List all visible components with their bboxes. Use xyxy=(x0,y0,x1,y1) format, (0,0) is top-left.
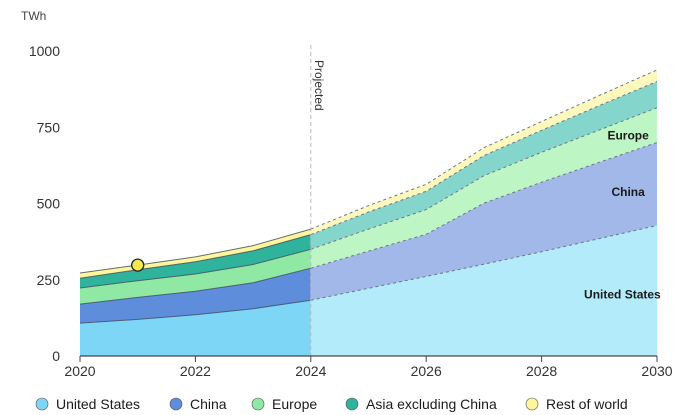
area-united-states-projected xyxy=(310,225,657,356)
area-united-states-historical xyxy=(80,300,311,356)
legend-swatch-united-states xyxy=(35,397,49,411)
legend: United States China Europe Asia excluding C… xyxy=(35,396,628,412)
legend-label-rest-of-world: Rest of world xyxy=(546,396,628,412)
x-tick-label: 2024 xyxy=(295,363,326,379)
legend-label-europe: Europe xyxy=(272,396,317,412)
area-series-group xyxy=(80,69,657,356)
y-tick-label: 750 xyxy=(37,119,61,135)
x-tick-label: 2020 xyxy=(64,363,95,379)
area-label-europe: Europe xyxy=(607,129,649,143)
x-axis: 2020 2022 2024 2026 2028 2030 xyxy=(64,355,673,379)
legend-swatch-europe xyxy=(251,397,265,411)
area-labels: United States China Europe xyxy=(584,129,661,302)
area-label-united-states: United States xyxy=(584,288,661,302)
series-boundary-lines xyxy=(79,69,658,324)
y-tick-label: 1000 xyxy=(29,43,60,59)
legend-swatch-asia-excluding-china xyxy=(345,397,359,411)
x-tick-label: 2028 xyxy=(526,363,557,379)
projection-label: Projected xyxy=(312,60,326,111)
legend-label-asia-excluding-china: Asia excluding China xyxy=(366,396,497,412)
area-china-projected xyxy=(310,142,657,301)
line-europe-historical xyxy=(79,248,311,289)
area-china-historical xyxy=(80,268,311,324)
area-label-china: China xyxy=(611,185,645,199)
line-united-states-historical xyxy=(79,299,311,324)
x-tick-label: 2030 xyxy=(641,363,672,379)
x-tick-label: 2022 xyxy=(180,363,211,379)
line-europe-projected xyxy=(310,107,658,250)
projection-divider: Projected xyxy=(310,45,326,356)
line-asia-excluding-china-projected xyxy=(310,81,658,236)
legend-swatch-rest-of-world xyxy=(525,397,539,411)
area-europe-projected xyxy=(310,107,657,269)
line-china-historical xyxy=(79,267,311,305)
y-axis-unit-label: TWh xyxy=(21,9,46,23)
line-asia-excluding-china-historical xyxy=(79,234,311,279)
highlight-marker[interactable] xyxy=(131,258,145,272)
area-asia-excluding-china-historical xyxy=(80,234,311,288)
x-tick-label: 2026 xyxy=(411,363,442,379)
highlight-marker-group xyxy=(131,258,145,272)
y-axis-ticks: 0 250 500 750 1000 xyxy=(29,43,60,364)
line-china-projected xyxy=(310,142,658,269)
line-rest-of-world-projected xyxy=(310,69,658,230)
y-tick-label: 250 xyxy=(37,272,61,288)
area-rest-of-world-projected xyxy=(310,69,657,235)
y-tick-label: 0 xyxy=(52,348,60,364)
line-united-states-projected xyxy=(310,225,658,301)
legend-swatch-china xyxy=(169,397,183,411)
area-europe-historical xyxy=(80,249,311,305)
y-tick-label: 500 xyxy=(37,196,61,212)
line-rest-of-world-historical xyxy=(79,228,311,274)
legend-label-china: China xyxy=(190,396,227,412)
area-asia-excluding-china-projected xyxy=(310,81,657,250)
legend-label-united-states: United States xyxy=(56,396,140,412)
